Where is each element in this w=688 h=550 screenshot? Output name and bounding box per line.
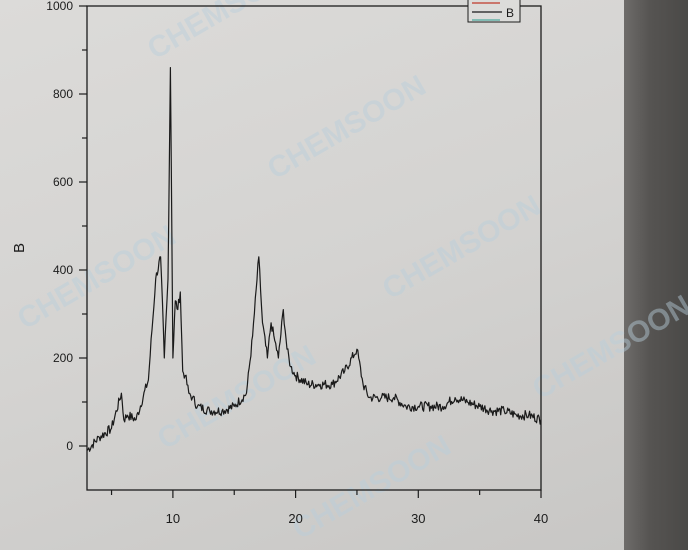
y-tick-label: 400 <box>53 263 73 277</box>
x-tick-label: 20 <box>288 511 302 526</box>
y-axis: 0 200 400 600 800 1000 <box>46 0 87 453</box>
paper-background <box>0 0 624 550</box>
watermarks: CHEMSOON CHEMSOON CHEMSOON CHEMSOON CHEM… <box>12 0 688 546</box>
x-tick-label: 30 <box>411 511 425 526</box>
y-tick-label: 800 <box>53 87 73 101</box>
watermark-5: CHEMSOON <box>152 339 322 456</box>
y-axis-label: B <box>11 243 28 253</box>
y-tick-label: 200 <box>53 351 73 365</box>
x-axis: 10 20 30 40 <box>110 490 548 526</box>
y-tick-label: 0 <box>66 439 73 453</box>
watermark-1: CHEMSOON <box>142 0 312 66</box>
plot-frame <box>86 5 542 491</box>
y-tick-label: 1000 <box>46 0 73 13</box>
x-tick-label: 10 <box>166 511 180 526</box>
watermark-4: CHEMSOON <box>377 189 547 306</box>
legend-box <box>467 0 521 23</box>
dark-edge <box>624 0 688 550</box>
x-tick-label: 40 <box>534 511 548 526</box>
watermark-6: CHEMSOON <box>527 289 688 406</box>
series-line-b <box>86 66 542 452</box>
legend: B <box>467 0 521 23</box>
legend-entry-b: B <box>506 6 514 20</box>
y-tick-label: 600 <box>53 175 73 189</box>
watermark-2: CHEMSOON <box>262 69 432 186</box>
watermark-7: CHEMSOON <box>287 429 457 546</box>
